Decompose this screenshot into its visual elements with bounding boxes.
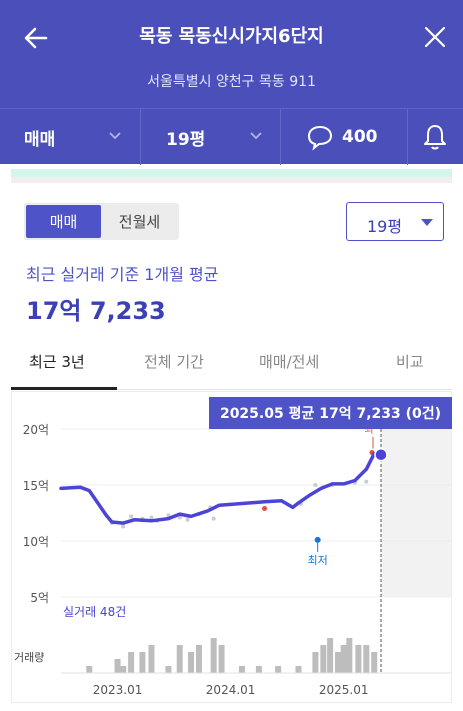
volume-bar [255,666,262,673]
size-select[interactable]: 19평 [166,109,205,165]
chart-tooltip: 2025.05 평균 17억 7,233 (0건) [209,397,452,429]
volume-bar [195,645,202,673]
volume-bar [148,645,155,673]
chevron-down-icon [109,132,121,140]
period-tabs: 최근 3년 전체 기간 매매/전세 비교 [11,340,452,390]
trade-point [149,515,154,520]
volume-bar [327,638,334,673]
min-point [314,536,321,543]
volume-bar [86,666,93,673]
trade-point [177,515,182,520]
trade-point [313,483,318,487]
volume-bar [165,666,172,673]
toggle-sale[interactable]: 매매 [26,205,101,238]
speech-bubble-icon [307,125,333,151]
future-region [381,429,452,597]
volume-bar [120,666,127,673]
max-label: 최 [364,424,373,436]
volume-bar [346,638,353,673]
x-tick-label: 2024.01 [206,683,256,697]
tab-recent-3y[interactable]: 최근 3년 [29,353,85,371]
x-tick-label: 2025.01 [319,683,369,697]
min-label: 최저 [308,554,328,567]
volume-bar [312,652,319,673]
page-title: 목동 목동신시가지6단지 [139,26,324,47]
trade-count-label: 실거래 48건 [63,605,126,619]
close-icon[interactable] [422,24,448,50]
volume-bar [355,645,362,673]
volume-bar [218,645,225,673]
volume-bar [371,652,378,673]
header-filter-bar: 매매 19평 400 [0,108,463,165]
size-dropdown[interactable]: 19평 [346,202,444,241]
size-dropdown-label: 19평 [367,217,403,236]
bell-icon[interactable] [423,123,447,151]
trade-type-label: 매매 [24,129,56,150]
y-tick-label: 15억 [23,479,49,493]
dropdown-caret-icon [421,219,433,226]
summary-value: 17억 7,233 [26,297,166,325]
toggle-lease[interactable]: 전월세 [118,213,161,231]
trade-type-select[interactable]: 매매 [24,109,55,165]
app-header: 목동 목동신시가지6단지 서울특별시 양천구 목동 911 매매 19평 400 [0,0,463,165]
volume-bar [188,652,195,673]
tab-all-period[interactable]: 전체 기간 [144,353,204,371]
trade-point [185,517,190,522]
trade-point [211,516,216,521]
trade-toggle: 매매 전월세 [24,203,179,240]
y-tick-label: 5억 [30,591,49,605]
x-tick-label: 2023.01 [93,683,143,697]
comments-button[interactable]: 400 [306,109,378,165]
y-tick-label: 20억 [23,423,49,437]
back-arrow-icon[interactable] [22,24,50,52]
volume-bar [320,645,327,673]
volume-bar [275,666,282,673]
volume-label: 거래량 [14,651,44,664]
tab-compare[interactable]: 비교 [396,353,424,371]
active-tab-indicator [11,387,117,390]
address-text: 서울특별시 양천구 목동 911 [147,74,316,90]
summary-label: 최근 실거래 기준 1개월 평균 [26,265,219,284]
volume-bar [340,645,347,673]
volume-bar [139,652,146,673]
chart-border [11,391,452,703]
comment-count: 400 [342,127,378,147]
chevron-down-icon [250,132,262,140]
trade-point [121,524,126,529]
divider [11,177,452,183]
volume-bar [210,638,217,673]
volume-bar [295,666,302,673]
trade-point [129,514,134,519]
size-label: 19평 [166,129,206,150]
price-line [59,451,383,525]
volume-bar [335,652,342,673]
trade-point [364,479,369,484]
volume-bar [363,645,370,673]
volume-bar [114,659,121,673]
volume-bar [176,645,183,673]
volume-bar [238,666,245,673]
current-point [374,448,388,462]
y-tick-label: 10억 [23,535,49,549]
header-accent-bar [11,169,452,177]
trade-point [166,513,171,518]
volume-bar [128,652,135,673]
tab-sale-lease[interactable]: 매매/전세 [259,353,320,371]
max-trade-point [262,506,268,512]
